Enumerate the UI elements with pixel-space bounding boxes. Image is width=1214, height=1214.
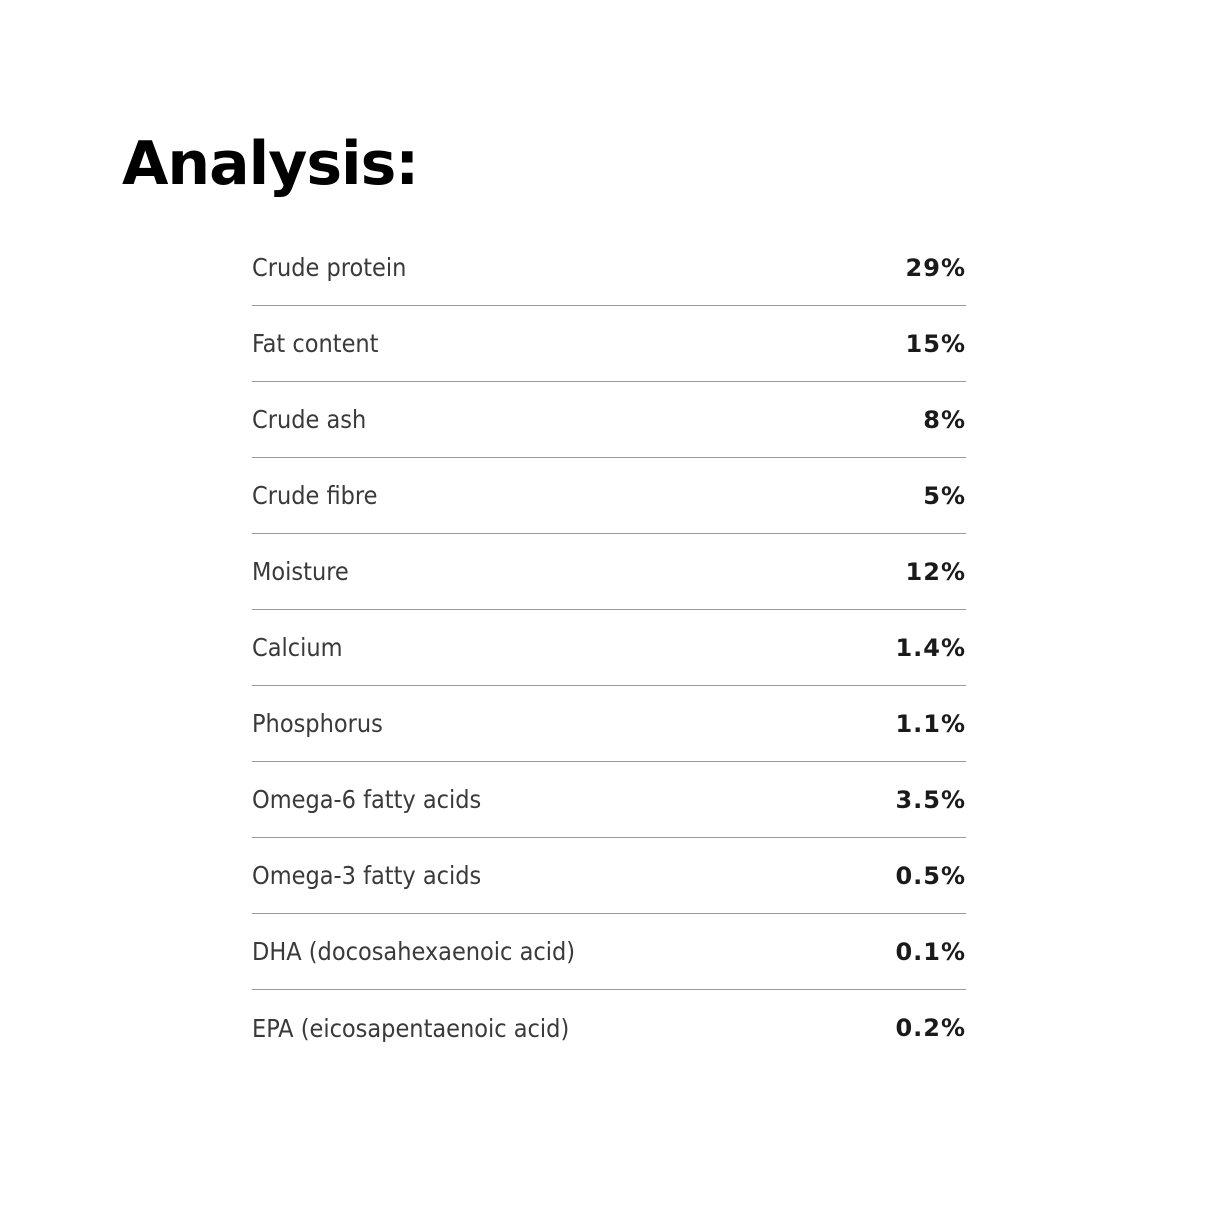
table-row: Fat content 15% xyxy=(252,306,966,382)
page-title: Analysis: xyxy=(122,129,419,199)
nutrient-value: 0.1% xyxy=(895,937,966,966)
table-row: Moisture 12% xyxy=(252,534,966,610)
nutrient-value: 1.4% xyxy=(895,633,966,662)
nutrient-label: Omega-6 fatty acids xyxy=(252,785,482,814)
analysis-table: Crude protein 29% Fat content 15% Crude ash 8… xyxy=(252,230,966,1066)
nutrient-label: Crude fibre xyxy=(252,481,378,510)
nutrient-label: Calcium xyxy=(252,633,343,662)
table-row: Crude fibre 5% xyxy=(252,458,966,534)
nutrient-value: 0.2% xyxy=(895,1014,966,1042)
table-row: EPA (eicosapentaenoic acid) 0.2% xyxy=(252,990,966,1066)
nutrient-label: DHA (docosahexaenoic acid) xyxy=(252,937,576,966)
table-row: Calcium 1.4% xyxy=(252,610,966,686)
nutrient-label: Fat content xyxy=(252,329,379,358)
nutrient-value: 1.1% xyxy=(895,709,966,738)
table-row: Crude protein 29% xyxy=(252,230,966,306)
nutrient-value: 0.5% xyxy=(895,861,966,890)
nutrient-value: 8% xyxy=(923,405,966,434)
table-row: Omega-6 fatty acids 3.5% xyxy=(252,762,966,838)
table-row: Phosphorus 1.1% xyxy=(252,686,966,762)
nutrient-value: 5% xyxy=(923,481,966,510)
nutrient-value: 12% xyxy=(905,557,966,586)
nutrient-label: Moisture xyxy=(252,557,349,586)
nutrient-label: EPA (eicosapentaenoic acid) xyxy=(252,1013,570,1043)
nutrient-label: Crude protein xyxy=(252,253,407,282)
nutrient-label: Crude ash xyxy=(252,405,367,434)
table-row: DHA (docosahexaenoic acid) 0.1% xyxy=(252,914,966,990)
table-row: Omega-3 fatty acids 0.5% xyxy=(252,838,966,914)
nutrient-value: 3.5% xyxy=(895,785,966,814)
nutrient-label: Omega-3 fatty acids xyxy=(252,861,482,890)
nutrient-label: Phosphorus xyxy=(252,709,383,738)
nutrient-value: 29% xyxy=(905,253,966,282)
table-row: Crude ash 8% xyxy=(252,382,966,458)
nutrient-value: 15% xyxy=(905,329,966,358)
